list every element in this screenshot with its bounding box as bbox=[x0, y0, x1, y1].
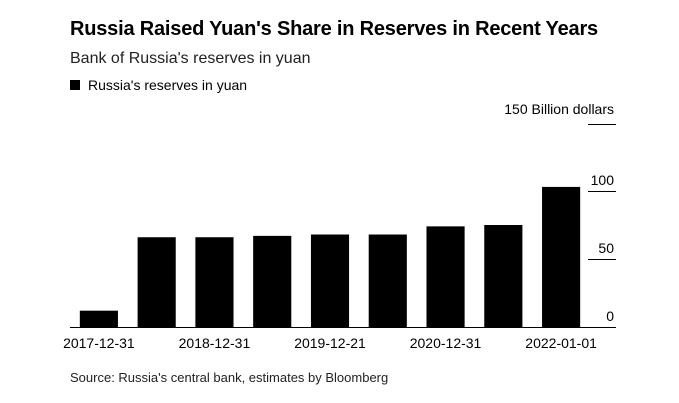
legend-label: Russia's reserves in yuan bbox=[88, 77, 248, 93]
bar-2018-12-31 bbox=[195, 237, 234, 327]
chart-title: Russia Raised Yuan's Share in Reserves i… bbox=[70, 18, 598, 40]
y-tick-label-100: 100 bbox=[591, 172, 615, 188]
x-tick-label-2018-12-31: 2018-12-31 bbox=[179, 335, 251, 351]
x-tick-label-2020-12-31: 2020-12-31 bbox=[410, 335, 482, 351]
bar-2020-06-30 bbox=[368, 234, 407, 327]
bar-2020-12-31 bbox=[426, 226, 465, 327]
chart-subtitle: Bank of Russia's reserves in yuan bbox=[70, 50, 311, 67]
x-tick-label-2019-12-21: 2019-12-21 bbox=[294, 335, 366, 351]
y-tick-label-50: 50 bbox=[598, 240, 614, 256]
source-note: Source: Russia's central bank, estimates… bbox=[70, 370, 389, 385]
chart-legend: Russia's reserves in yuan bbox=[70, 77, 247, 93]
y-tick-label-0: 0 bbox=[606, 308, 614, 324]
x-tick-label-2022-01-01: 2022-01-01 bbox=[525, 335, 597, 351]
bar-2017-12-31 bbox=[79, 310, 118, 327]
legend-swatch bbox=[70, 80, 80, 90]
bar-2021-06-30 bbox=[484, 225, 523, 327]
bar-2019-12-21 bbox=[310, 234, 350, 327]
bar-2018-06-30 bbox=[137, 237, 176, 327]
bar-2022-01-01 bbox=[542, 186, 581, 327]
y-axis-unit-label: 150 Billion dollars bbox=[504, 101, 614, 117]
bar-2019-06-30 bbox=[253, 235, 292, 327]
x-tick-label-2017-12-31: 2017-12-31 bbox=[63, 335, 135, 351]
y-axis-top-tick bbox=[588, 124, 616, 125]
